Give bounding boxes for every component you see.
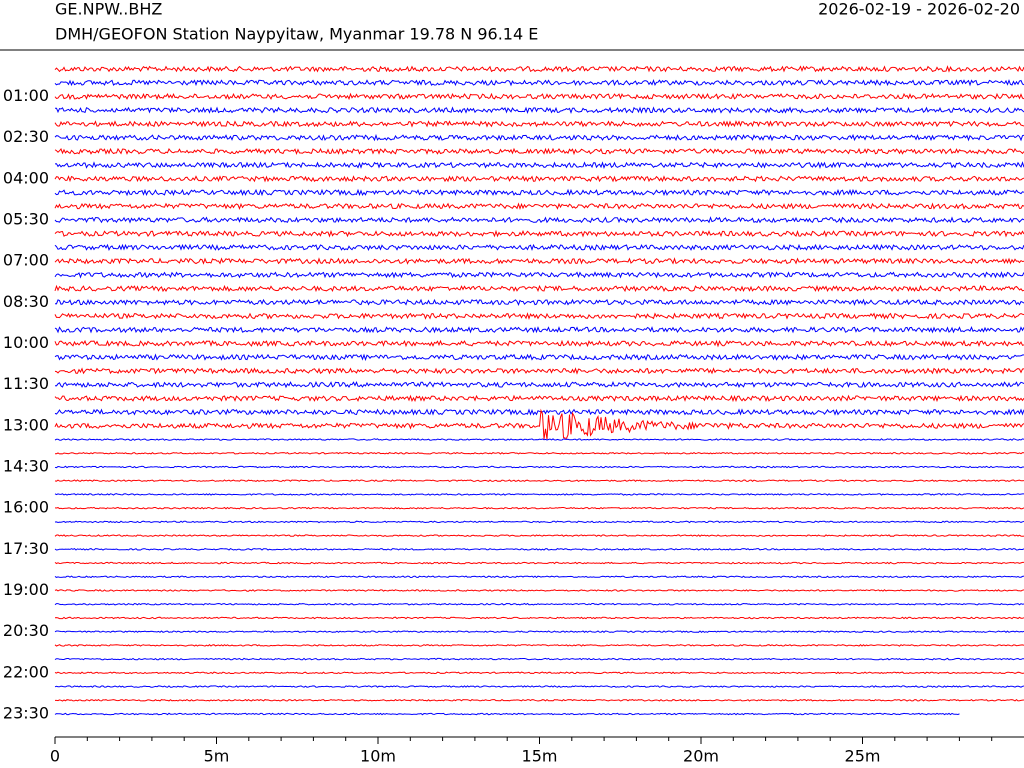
trace (54, 602, 1024, 606)
trace (54, 257, 1024, 265)
y-tick-label: 22:00 (3, 662, 49, 681)
trace (54, 380, 1024, 389)
trace (54, 575, 1024, 579)
trace (54, 506, 1024, 510)
trace (54, 229, 1024, 238)
trace (54, 79, 1024, 87)
trace (55, 106, 1024, 115)
trace (54, 175, 1024, 183)
trace (54, 657, 1024, 661)
y-tick-label: 20:30 (3, 621, 49, 640)
y-tick-label: 01:00 (3, 86, 49, 105)
trace (54, 520, 1024, 524)
y-tick-label: 11:30 (3, 374, 49, 393)
trace (54, 271, 1024, 279)
x-tick-label: 5m (204, 747, 230, 766)
y-tick-label: 05:30 (3, 209, 49, 228)
trace (54, 339, 1024, 348)
date-range: 2026-02-19 - 2026-02-20 (818, 0, 1020, 19)
trace (54, 547, 1024, 551)
trace (54, 120, 1024, 128)
trace (54, 284, 1024, 293)
trace (54, 408, 1024, 440)
x-tick-label: 20m (683, 747, 719, 766)
trace (54, 133, 1024, 142)
y-tick-label: 10:00 (3, 333, 49, 352)
trace (54, 561, 1024, 565)
trace (54, 312, 1024, 320)
y-tick-label: 17:30 (3, 539, 49, 558)
chart-title: GE.NPW..BHZ (55, 0, 162, 19)
trace (54, 216, 1024, 224)
trace (54, 188, 1024, 197)
trace (54, 465, 1024, 469)
trace (54, 298, 1024, 307)
x-tick-label: 15m (522, 747, 558, 766)
trace (54, 147, 1024, 156)
x-tick-label: 10m (360, 747, 396, 766)
trace (54, 479, 1024, 483)
trace (54, 325, 1024, 334)
trace (54, 671, 1024, 675)
trace (54, 451, 1024, 455)
trace (54, 438, 1024, 441)
x-tick-label: 0 (50, 747, 60, 766)
y-tick-label: 14:30 (3, 456, 49, 475)
trace (54, 534, 1024, 537)
trace (54, 353, 1024, 362)
trace (54, 92, 1024, 101)
chart-subtitle: DMH/GEOFON Station Naypyitaw, Myanmar 19… (55, 25, 538, 44)
y-tick-label: 13:00 (3, 415, 49, 434)
trace (54, 408, 1024, 416)
trace (54, 243, 1024, 252)
y-tick-label: 19:00 (3, 580, 49, 599)
trace (54, 712, 960, 716)
trace (54, 630, 1024, 633)
trace (54, 644, 1024, 647)
y-tick-label: 23:30 (3, 704, 49, 723)
y-tick-label: 07:00 (3, 251, 49, 270)
trace (54, 394, 1024, 403)
trace (54, 367, 1024, 375)
trace (54, 589, 1024, 592)
y-tick-label: 16:00 (3, 498, 49, 517)
trace (54, 202, 1024, 211)
y-tick-label: 02:30 (3, 127, 49, 146)
y-tick-label: 04:00 (3, 168, 49, 187)
trace (54, 493, 1024, 496)
x-tick-label: 25m (845, 747, 881, 766)
trace (54, 65, 1024, 73)
trace (54, 161, 1024, 169)
trace (54, 616, 1024, 620)
y-tick-label: 08:30 (3, 292, 49, 311)
trace (55, 698, 1024, 702)
trace (54, 685, 1024, 688)
